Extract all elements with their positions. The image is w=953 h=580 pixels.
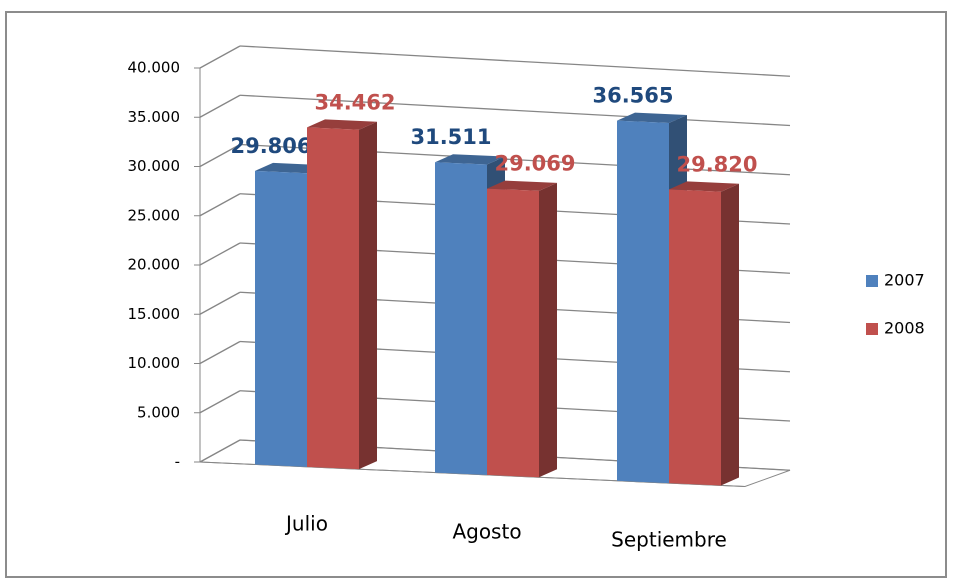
grid-line: [199, 291, 241, 315]
y-tick-label: -: [175, 453, 180, 471]
grid-line: [199, 94, 241, 118]
x-tick-label: Agosto: [452, 519, 521, 543]
y-tick-label: 5.000: [137, 403, 180, 421]
value-label: 36.565: [592, 84, 673, 108]
bar: [435, 162, 487, 475]
grid-line: [199, 390, 241, 414]
bar-top: [487, 180, 557, 191]
y-tick-label: 40.000: [128, 59, 181, 77]
grid-line: [239, 94, 791, 127]
grid-line: [199, 193, 241, 217]
bar-top: [669, 181, 739, 192]
legend-swatch: [866, 275, 878, 287]
y-tick-label: 10.000: [128, 354, 181, 372]
value-label: 29.820: [676, 152, 757, 176]
y-tick-label: 25.000: [128, 206, 181, 224]
bar-side: [539, 182, 557, 478]
x-tick-label: Julio: [284, 511, 328, 535]
y-tick-label: 20.000: [128, 256, 181, 274]
grid-line: [199, 340, 241, 365]
bar-side: [359, 121, 377, 470]
grid-line: [199, 242, 241, 266]
x-tick-label: Septiembre: [611, 528, 727, 552]
bar-side: [721, 183, 739, 486]
grid-line: [199, 143, 241, 168]
bar-top: [307, 119, 377, 130]
y-tick-label: 35.000: [128, 108, 181, 126]
y-tick-label: 30.000: [128, 157, 181, 175]
grid-line: [199, 439, 241, 463]
y-tick-label: 15.000: [128, 305, 181, 323]
value-label: 29.069: [494, 152, 575, 176]
bar: [307, 127, 359, 470]
value-label: 34.462: [314, 90, 395, 114]
bar: [617, 120, 669, 484]
bar: [255, 170, 307, 467]
bar: [487, 188, 539, 478]
legend-label: 2008: [884, 319, 925, 338]
bar-top: [617, 112, 687, 123]
value-label: 31.511: [410, 125, 491, 149]
value-label: 29.806: [230, 134, 311, 158]
bar-top: [435, 154, 505, 165]
grid-line: [239, 45, 791, 77]
legend-label: 2007: [884, 271, 925, 290]
grid-line: [199, 45, 241, 69]
bar: [669, 189, 721, 486]
legend-swatch: [866, 323, 878, 335]
